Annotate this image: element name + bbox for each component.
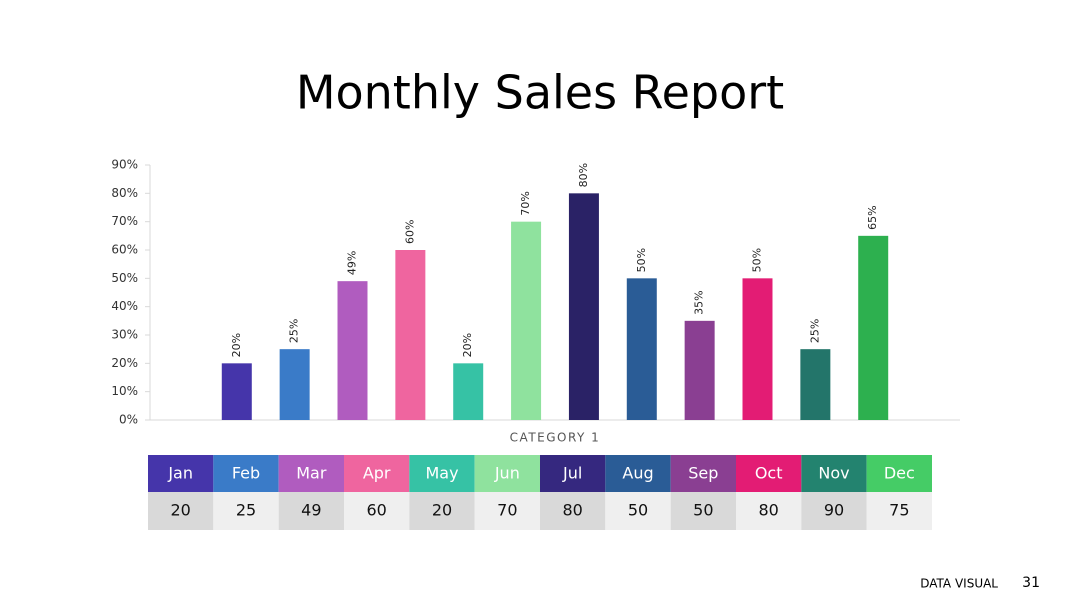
table-cell (866, 492, 932, 530)
value-label: 20% (230, 333, 243, 357)
y-tick-label: 60% (111, 243, 138, 257)
table-cell-text: 49 (301, 501, 321, 520)
value-label: 70% (519, 191, 532, 215)
table-header-text: Mar (296, 464, 327, 483)
value-label: 65% (866, 205, 879, 229)
table-header-cell (540, 455, 606, 492)
table-header-cell (344, 455, 410, 492)
y-tick-label: 40% (111, 299, 138, 313)
table-header-text: Jul (562, 464, 582, 483)
value-label: 50% (635, 248, 648, 272)
value-label: 60% (403, 220, 416, 244)
table-cell-text: 20 (170, 501, 190, 520)
table-header-text: May (425, 464, 458, 483)
table-cell-text: 90 (824, 501, 844, 520)
table-header-cell (605, 455, 671, 492)
table-cell (736, 492, 802, 530)
table-header-cell (148, 455, 214, 492)
bar (337, 281, 368, 420)
value-label: 25% (288, 319, 301, 343)
table-header-cell (670, 455, 736, 492)
table-header-text: Apr (363, 464, 391, 483)
bar (511, 221, 542, 420)
value-label: 20% (461, 333, 474, 357)
table-cell (474, 492, 540, 530)
table-header-text: Oct (755, 464, 783, 483)
bar (568, 193, 599, 420)
bar (742, 278, 773, 420)
table-header-cell (736, 455, 802, 492)
table-cell-text: 70 (497, 501, 517, 520)
table-header-cell (409, 455, 475, 492)
y-tick-label: 90% (111, 158, 138, 172)
table-header-text: Jan (167, 464, 193, 483)
x-axis-label: CATEGORY 1 (510, 431, 601, 445)
table-header-cell (213, 455, 279, 492)
table-cell (344, 492, 410, 530)
bar (800, 349, 831, 420)
value-label: 49% (346, 251, 359, 275)
footer-label: DATA VISUAL (920, 577, 998, 591)
table-cell-text: 20 (432, 501, 452, 520)
table-cell (801, 492, 867, 530)
table-header-text: Jun (494, 464, 520, 483)
table-header-text: Nov (818, 464, 849, 483)
bar (453, 363, 484, 420)
bar (395, 250, 426, 420)
bar (279, 349, 310, 420)
value-label: 50% (751, 248, 764, 272)
table-cell-text: 25 (236, 501, 256, 520)
table-header-text: Dec (884, 464, 915, 483)
table-header-text: Feb (232, 464, 260, 483)
table-cell (605, 492, 671, 530)
table-cell (278, 492, 344, 530)
table-cell-text: 50 (693, 501, 713, 520)
table-header-cell (278, 455, 344, 492)
y-tick-label: 10% (111, 384, 138, 398)
value-label: 80% (577, 163, 590, 187)
table-header-cell (474, 455, 540, 492)
y-tick-label: 70% (111, 214, 138, 228)
table-cell (670, 492, 736, 530)
table-cell (540, 492, 606, 530)
value-label: 35% (693, 290, 706, 314)
table-cell-text: 50 (628, 501, 648, 520)
table-cell (148, 492, 214, 530)
table-cell-text: 80 (562, 501, 582, 520)
table-cell (213, 492, 279, 530)
y-tick-label: 20% (111, 356, 138, 370)
table-cell-text: 60 (366, 501, 386, 520)
table-cell-text: 80 (758, 501, 778, 520)
table-cell (409, 492, 475, 530)
chart-title: Monthly Sales Report (296, 66, 784, 120)
y-tick-label: 50% (111, 271, 138, 285)
y-tick-label: 0% (119, 413, 138, 427)
y-tick-label: 30% (111, 328, 138, 342)
bar (626, 278, 657, 420)
table-header-cell (801, 455, 867, 492)
table-header-cell (866, 455, 932, 492)
table-cell-text: 75 (889, 501, 909, 520)
page-number: 31 (1022, 575, 1040, 591)
y-tick-label: 80% (111, 186, 138, 200)
value-label: 25% (808, 319, 821, 343)
bar (684, 320, 715, 420)
table-header-text: Aug (622, 464, 653, 483)
bar (858, 235, 889, 420)
table-header-text: Sep (688, 464, 718, 483)
bar (221, 363, 252, 420)
